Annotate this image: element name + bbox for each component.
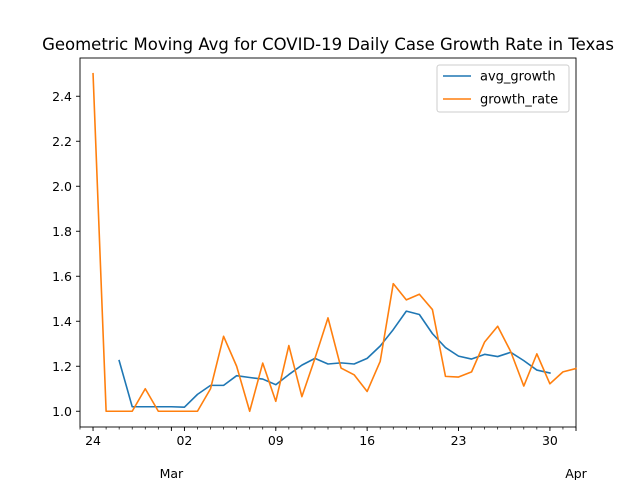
y-tick-label: 1.2 [52,359,72,374]
series-layer [92,72,577,413]
plot-frame [79,57,577,428]
y-tick-label: 1.4 [52,314,72,329]
series-line-growth-rate [92,72,577,413]
x-tick-label: 23 [451,433,467,448]
y-tick-label: 1.0 [52,404,72,419]
x-month-label: Mar [160,466,184,480]
x-axis: 24 02 09 16 23 30 Mar Apr [79,427,588,480]
x-tick-label: 09 [268,433,284,448]
series-line-avg-growth [118,310,551,408]
x-tick-label: 02 [176,433,192,448]
legend-label-avg-growth: avg_growth [480,70,556,85]
y-tick-label: 2.2 [52,134,72,149]
y-tick-label: 1.8 [52,224,72,239]
y-tick-label: 2.4 [52,89,72,104]
plot-area [79,57,577,428]
legend: avg_growth growth_rate [436,64,570,113]
x-tick-label: 16 [359,433,375,448]
x-tick-label: 24 [85,433,101,448]
y-axis: 1.0 1.2 1.4 1.6 1.8 2.0 2.2 2.4 [52,89,80,419]
chart-title: Geometric Moving Avg for COVID-19 Daily … [42,35,614,54]
x-month-label: Apr [565,466,587,480]
legend-label-growth-rate: growth_rate [480,93,558,108]
y-tick-label: 2.0 [52,179,72,194]
y-tick-label: 1.6 [52,269,72,284]
x-tick-label: 30 [542,433,558,448]
